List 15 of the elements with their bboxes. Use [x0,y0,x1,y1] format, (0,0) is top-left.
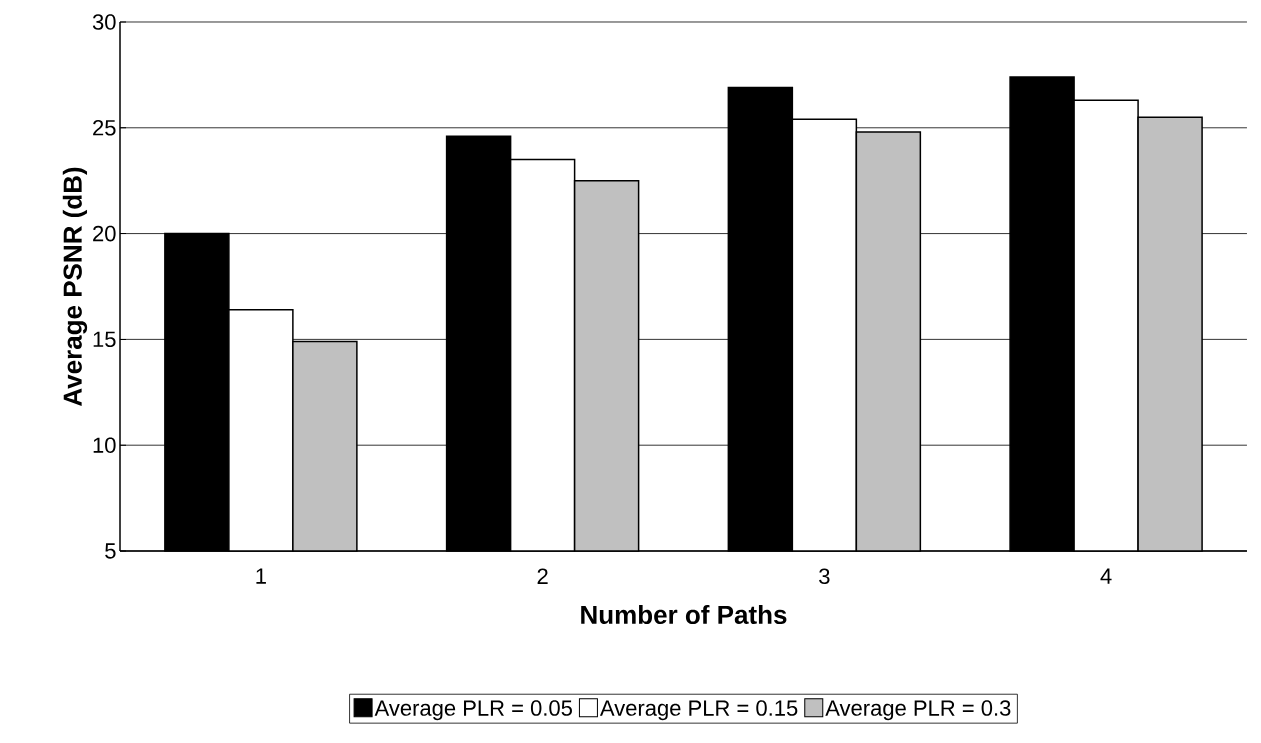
x-tick-label: 2 [537,568,548,584]
y-tick-label: 30 [92,14,116,30]
legend-label: Average PLR = 0.05 [374,700,572,721]
y-tick-label: 15 [93,331,116,348]
x-tick-label: 4 [1100,568,1112,584]
x-tick-label: 3 [819,568,830,585]
y-tick-label: 25 [93,119,116,136]
x-axis-title: Number of Paths [581,604,787,625]
y-axis-title: Average PSNR (dB) [62,167,88,406]
legend-label: Average PLR = 0.3 [825,700,1011,721]
y-tick-label: 5 [105,543,116,559]
legend-label: Average PLR = 0.15 [599,700,798,721]
y-tick-label: 10 [93,437,116,453]
x-tick-label: 1 [256,568,266,584]
y-tick-label: 20 [93,225,116,242]
